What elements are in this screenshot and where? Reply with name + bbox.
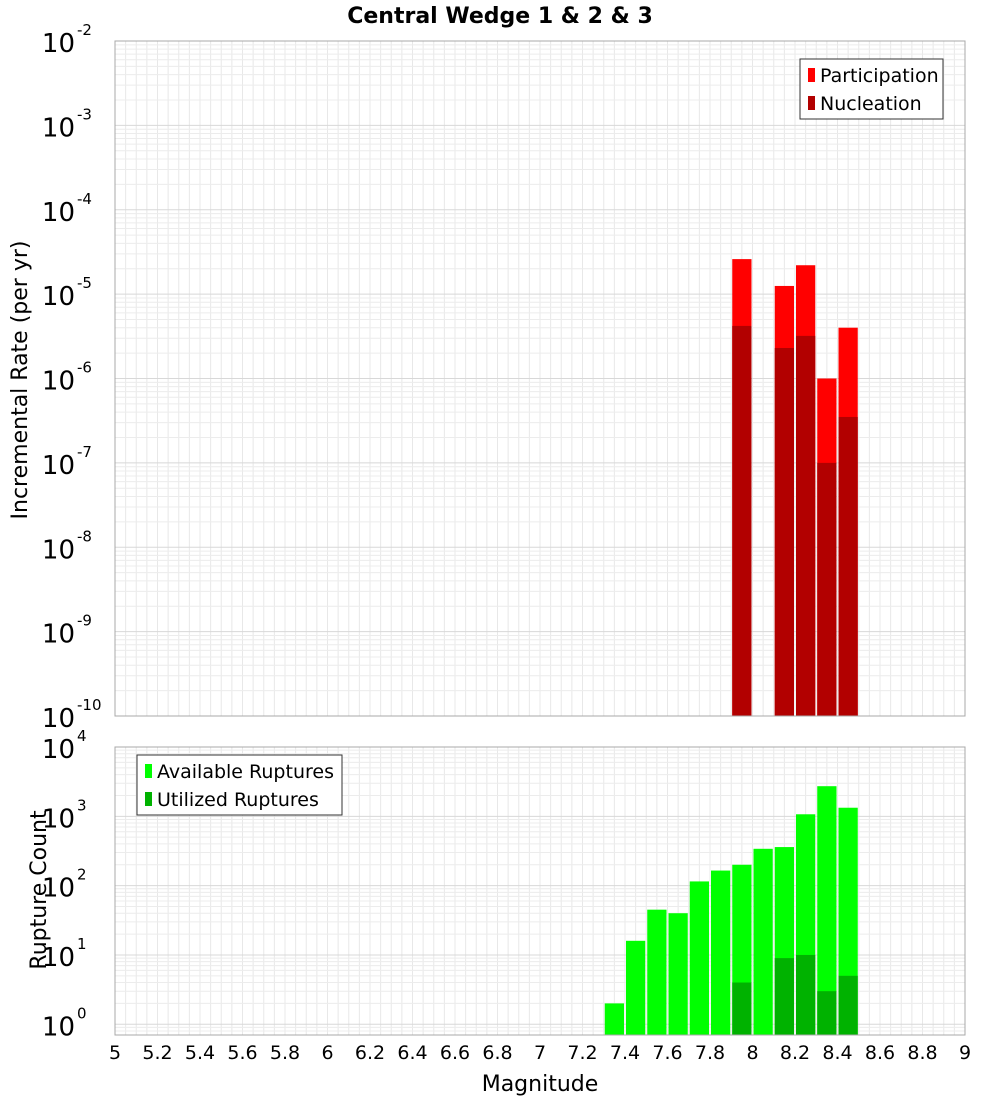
y-tick-exponent: 4 <box>77 727 87 745</box>
x-tick-label: 6 <box>321 1042 333 1064</box>
bar <box>774 347 794 716</box>
x-axis-label: Magnitude <box>482 1072 599 1097</box>
x-tick-label: 6.6 <box>440 1042 470 1064</box>
bar <box>668 913 688 1035</box>
x-tick-label: 6.2 <box>355 1042 385 1064</box>
y-tick-label: 10 <box>42 29 75 59</box>
x-tick-label: 7.4 <box>610 1042 640 1064</box>
y-tick-labels: 10-210-310-410-510-610-710-810-910-10 <box>42 21 102 734</box>
x-tick-label: 7.2 <box>567 1042 597 1064</box>
legend: Available Ruptures Utilized Ruptures <box>136 754 343 816</box>
y-tick-exponent: -9 <box>77 612 92 630</box>
x-tick-label: 6.8 <box>482 1042 512 1064</box>
x-tick-label: 7.8 <box>695 1042 725 1064</box>
y-tick-label: 10 <box>42 874 75 904</box>
y-tick-exponent: -7 <box>77 443 92 461</box>
y-tick-label: 10 <box>42 620 75 650</box>
y-tick-exponent: -6 <box>77 359 92 377</box>
x-tick-label: 7 <box>534 1042 546 1064</box>
legend-box <box>136 754 343 816</box>
y-tick-exponent: 0 <box>77 1004 87 1022</box>
x-tick-label: 5 <box>109 1042 121 1064</box>
y-tick-label: 10 <box>42 735 75 765</box>
legend: Participation Nucleation <box>799 58 944 120</box>
y-tick-label: 10 <box>42 943 75 973</box>
y-tick-label: 10 <box>42 451 75 481</box>
x-tick-label: 8.8 <box>907 1042 937 1064</box>
x-tick-label: 6.4 <box>397 1042 427 1064</box>
y-tick-label: 10 <box>42 804 75 834</box>
legend-label-available-ruptures: Available Ruptures <box>157 761 334 783</box>
y-axis-label-rate: Incremental Rate (per yr) <box>8 241 33 520</box>
chart-title: Central Wedge 1 & 2 & 3 <box>347 4 653 29</box>
legend-label-utilized-ruptures: Utilized Ruptures <box>157 789 319 811</box>
bar <box>626 940 646 1035</box>
x-tick-label: 8.6 <box>865 1042 895 1064</box>
x-tick-label: 7.6 <box>652 1042 682 1064</box>
y-tick-label: 10 <box>42 198 75 228</box>
participation-nucleation-plot: 10-210-310-410-510-610-710-810-910 -10Par… <box>42 21 966 734</box>
y-tick-exponent: -3 <box>77 105 92 123</box>
y-tick-label: 10 <box>42 535 75 565</box>
bar <box>796 954 816 1035</box>
bar <box>753 848 773 1035</box>
y-tick-label: 10 <box>42 282 75 312</box>
y-axis-label-count: Rupture Count <box>27 810 52 970</box>
x-tick-label: 5.2 <box>142 1042 172 1064</box>
legend-label-participation: Participation <box>820 65 939 87</box>
series-utilized-ruptures <box>732 954 858 1035</box>
legend-swatch-nucleation <box>808 96 815 110</box>
bar <box>774 958 794 1035</box>
y-tick-exponent: 2 <box>77 866 87 884</box>
y-tick-label: 10 <box>42 367 75 397</box>
x-tick-labels: 5 5.2 5.4 5.6 5.8 6 6.2 6.4 6.6 6.8 7 7.2 7.4 7.6 7.8 8… <box>109 1042 971 1064</box>
x-tick-label: 8.4 <box>822 1042 852 1064</box>
bar <box>817 786 837 1035</box>
bar <box>796 335 816 716</box>
legend-label-nucleation: Nucleation <box>820 93 922 115</box>
y-tick-exponent: -5 <box>77 274 92 292</box>
bar <box>647 909 667 1035</box>
bar <box>838 975 858 1035</box>
bar <box>711 870 731 1035</box>
y-tick-exponent: -8 <box>77 527 92 545</box>
y-tick-exponent: 1 <box>77 935 87 953</box>
y-tick-exponent: -4 <box>77 190 92 208</box>
series-nucleation <box>732 325 858 716</box>
grid <box>114 40 966 717</box>
bar <box>838 416 858 716</box>
x-tick-label: 5.8 <box>270 1042 300 1064</box>
plot-frame <box>114 746 966 1036</box>
plot-frame <box>114 40 966 717</box>
bar <box>732 982 752 1035</box>
x-tick-label: 8 <box>746 1042 758 1064</box>
y-tick-exponent: 3 <box>77 796 87 814</box>
legend-swatch-participation <box>808 68 815 82</box>
y-tick-exponent: -10 <box>77 696 102 714</box>
x-tick-label: 9 <box>959 1042 971 1064</box>
x-tick-label: 5.4 <box>185 1042 215 1064</box>
x-tick-label: 8.2 <box>780 1042 810 1064</box>
bar <box>689 881 709 1035</box>
legend-swatch-available-ruptures <box>145 764 152 778</box>
bar <box>732 325 752 716</box>
bar <box>817 462 837 716</box>
bar <box>817 991 837 1035</box>
y-tick-label: 10 <box>42 704 75 734</box>
legend-box <box>799 58 944 120</box>
y-tick-label: 10 <box>42 113 75 143</box>
legend-swatch-utilized-ruptures <box>145 792 152 806</box>
y-tick-exponent: -2 <box>77 21 92 39</box>
bar <box>604 1003 624 1035</box>
x-tick-label: 5.6 <box>227 1042 257 1064</box>
y-tick-label: 10 <box>42 1012 75 1042</box>
